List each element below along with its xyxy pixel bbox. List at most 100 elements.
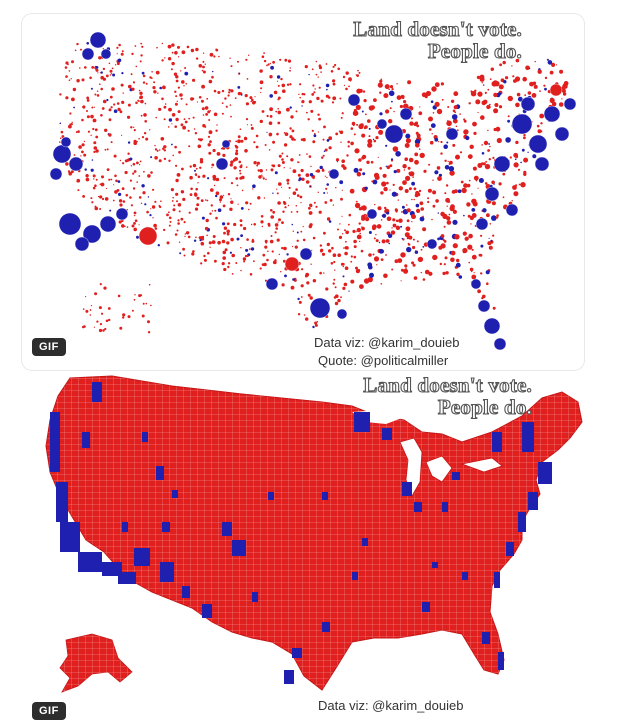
county-bubble [340,296,342,299]
county-bubble [495,126,501,132]
county-bubble [277,108,279,110]
county-bubble [164,103,167,105]
county-bubble [248,208,250,211]
county-bubble [230,160,234,164]
county-bubble [95,135,99,139]
county-bubble [470,223,472,225]
county-bubble [268,149,271,151]
county-bubble [113,109,118,113]
county-bubble [332,79,336,83]
county-bubble [175,79,179,83]
metro-bubble [58,212,82,236]
county-bubble [195,57,199,60]
county-bubble [265,169,268,171]
county-bubble [260,220,264,224]
county-bubble [212,70,214,73]
county-bubble [289,83,292,86]
county-bubble [415,143,420,148]
blue-county [56,482,68,522]
county-bubble [245,248,249,252]
county-bubble [79,67,81,69]
county-bubble [65,96,69,100]
county-bubble [91,66,95,69]
county-bubble [227,94,230,97]
county-bubble [486,104,491,110]
county-bubble [264,239,268,243]
county-bubble [371,180,374,183]
county-bubble [282,200,286,204]
county-bubble [257,169,260,172]
county-bubble [283,167,285,169]
gif-badge[interactable]: GIF [32,702,66,720]
county-bubble [363,126,367,130]
county-bubble [118,43,121,47]
blue-county [118,572,136,584]
county-bubble [279,58,282,61]
county-bubble [401,237,403,240]
county-map [45,375,583,693]
county-bubble [215,129,218,132]
county-bubble [331,246,334,250]
county-bubble [161,42,163,45]
blue-county [102,562,122,576]
county-bubble [408,171,412,175]
county-bubble [273,90,278,95]
county-bubble [291,129,295,133]
county-bubble [533,84,538,89]
county-bubble [443,144,449,149]
county-bubble [157,244,160,247]
county-bubble [332,65,335,68]
county-bubble [343,247,345,249]
county-bubble [399,104,403,109]
county-bubble [309,223,313,227]
county-bubble [469,144,474,149]
county-bubble [309,173,314,177]
blue-county [414,502,422,512]
county-bubble [314,321,318,325]
metro-bubble [74,236,90,252]
county-bubble [160,200,162,202]
county-bubble [272,192,274,194]
blue-county [506,542,514,556]
county-bubble [291,223,294,226]
county-bubble [176,229,179,232]
county-bubble [446,220,452,225]
county-bubble [204,63,206,65]
county-bubble [502,60,506,65]
county-bubble [251,239,255,243]
county-bubble [311,129,314,132]
county-bubble [479,74,485,80]
county-bubble [124,225,126,228]
county-bubble [156,149,159,152]
county-bubble [174,125,177,128]
county-bubble [473,272,475,274]
county-bubble [190,48,195,53]
county-bubble [145,302,148,305]
county-bubble [411,117,413,120]
county-bubble [200,262,203,265]
county-bubble [402,180,407,186]
county-bubble [354,202,361,209]
county-bubble [175,95,178,98]
county-bubble [84,168,87,171]
metro-bubble [89,31,107,49]
county-bubble [511,200,513,202]
county-bubble [280,77,283,81]
county-bubble [361,205,363,208]
county-bubble [412,263,416,267]
county-bubble [355,74,357,76]
county-bubble [206,199,209,202]
county-bubble [353,167,359,173]
county-bubble [226,222,230,226]
county-bubble [491,181,494,184]
county-bubble [523,133,526,137]
county-bubble [396,168,401,173]
gif-badge[interactable]: GIF [32,338,66,356]
headline-line-2: People do. [427,39,522,63]
county-bubble [195,187,198,191]
county-bubble [296,194,300,197]
metro-bubble [81,47,95,61]
county-bubble [458,275,463,279]
metro-bubble [52,144,72,164]
county-bubble [376,224,382,229]
